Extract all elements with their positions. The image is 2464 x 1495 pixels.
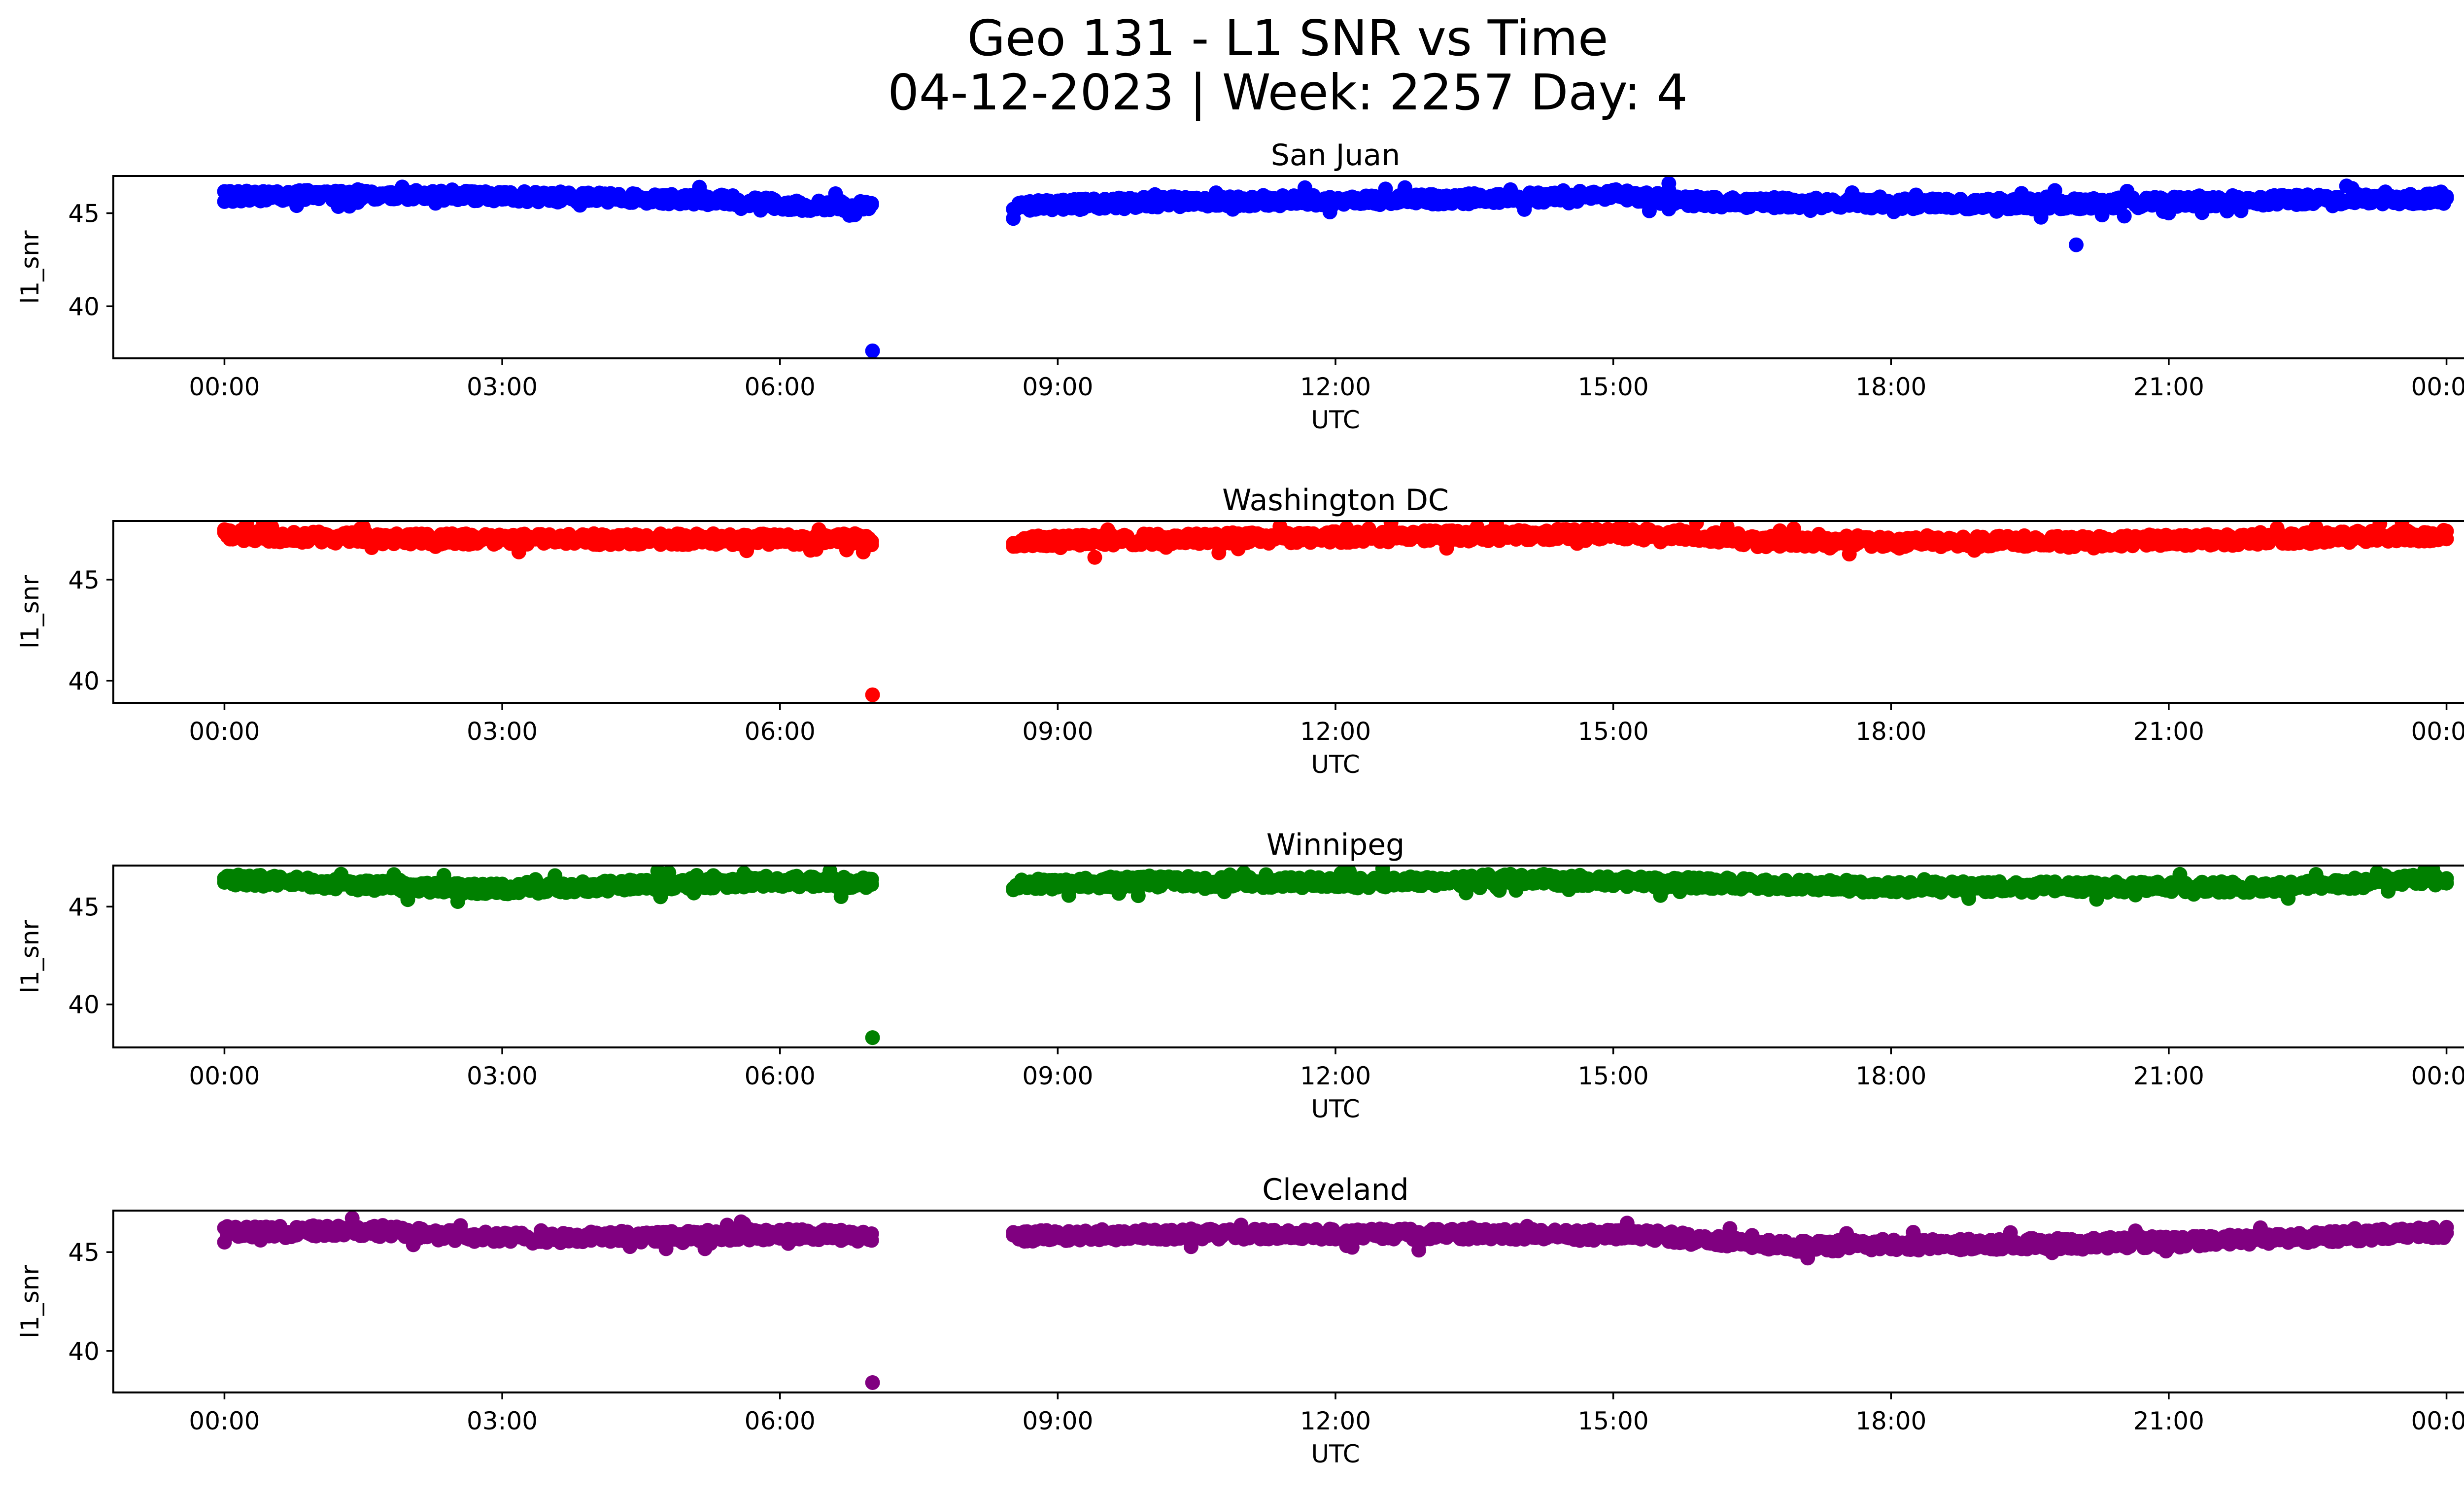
data-points [217, 176, 2454, 358]
data-point [2439, 189, 2454, 204]
y-axis-label: l1_snr [16, 575, 44, 649]
x-tick-label: 21:00 [2133, 1062, 2204, 1090]
data-point [2439, 523, 2454, 539]
x-tick-label: 06:00 [745, 373, 816, 401]
x-tick-label: 06:00 [745, 717, 816, 746]
data-points [217, 521, 2454, 702]
data-point [1130, 888, 1146, 904]
data-point [864, 534, 879, 549]
data-point-outlier [1661, 176, 1677, 191]
data-point-outlier [865, 343, 880, 358]
x-tick-label: 21:00 [2133, 373, 2204, 401]
subplot-washington-dc: Washington DC 00:00 03:00 06:00 09:00 12:00 15… [16, 483, 2464, 779]
data-points [217, 1211, 2454, 1390]
data-point-outlier [2069, 237, 2084, 252]
x-tick-label: 09:00 [1022, 373, 1093, 401]
subplot-title: Washington DC [1222, 483, 1449, 518]
x-tick-label: 00:00 [189, 1062, 260, 1090]
data-point [1689, 521, 1704, 530]
x-tick-label: 00:00 [2411, 373, 2464, 401]
y-tick-label: 40 [68, 292, 100, 321]
x-tick-label: 06:00 [745, 1062, 816, 1090]
x-tick-label: 18:00 [1855, 373, 1926, 401]
y-axis-label: l1_snr [16, 920, 44, 993]
data-point [864, 871, 879, 887]
x-tick-label: 21:00 [2133, 717, 2204, 746]
subplot-title: Cleveland [1262, 1173, 1408, 1207]
x-tick-label: 00:00 [189, 717, 260, 746]
y-axis-label: l1_snr [16, 230, 44, 304]
y-tick-label: 40 [68, 667, 100, 695]
x-tick-label: 15:00 [1578, 717, 1649, 746]
data-point-outlier [865, 1030, 880, 1045]
x-tick-label: 15:00 [1578, 1062, 1649, 1090]
data-points [217, 866, 2454, 1045]
data-point [2439, 871, 2454, 886]
x-tick-label: 03:00 [467, 717, 538, 746]
figure-subtitle: 04-12-2023 | Week: 2257 Day: 4 [888, 64, 1688, 121]
x-axis-label: UTC [1311, 406, 1360, 434]
data-point-outlier [865, 687, 880, 702]
data-point-outlier [1087, 550, 1102, 565]
x-tick-label: 12:00 [1300, 1062, 1371, 1090]
x-axis-label: UTC [1311, 750, 1360, 779]
x-tick-label: 12:00 [1300, 373, 1371, 401]
data-point [2117, 209, 2132, 224]
x-tick-label: 09:00 [1022, 717, 1093, 746]
y-tick-label: 45 [68, 566, 100, 594]
y-tick-label: 40 [68, 991, 100, 1019]
x-tick-label: 18:00 [1855, 1062, 1926, 1090]
x-tick-label: 00:00 [2411, 717, 2464, 746]
y-tick-label: 45 [68, 200, 100, 228]
subplot-title: Winnipeg [1266, 828, 1405, 862]
x-tick-label: 00:00 [189, 373, 260, 401]
subplot-san-juan: San Juan 00:00 03:00 06:00 09:00 12:00 15:00 18… [16, 138, 2464, 434]
subplot-title: San Juan [1271, 138, 1400, 173]
x-tick-label: 12:00 [1300, 717, 1371, 746]
data-point [864, 197, 879, 212]
x-tick-label: 03:00 [467, 1062, 538, 1090]
x-tick-label: 09:00 [1022, 1062, 1093, 1090]
x-axis-label: UTC [1311, 1095, 1360, 1123]
x-tick-label: 15:00 [1578, 373, 1649, 401]
x-tick-label: 18:00 [1855, 717, 1926, 746]
y-tick-label: 45 [68, 893, 100, 921]
figure-title: Geo 131 - L1 SNR vs Time [967, 9, 1608, 67]
x-tick-label: 03:00 [467, 373, 538, 401]
x-tick-label: 00:00 [2411, 1062, 2464, 1090]
subplot-winnipeg: Winnipeg 00:00 03:00 06:00 09:00 12:00 15:00 18… [16, 828, 2464, 1123]
